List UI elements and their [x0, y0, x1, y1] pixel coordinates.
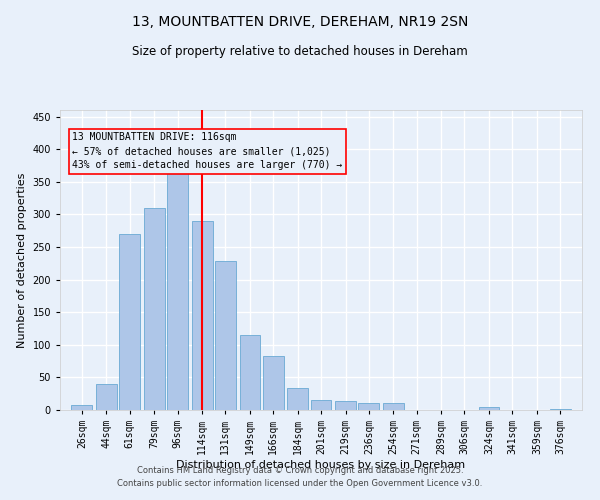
Bar — [479, 408, 499, 410]
Bar — [358, 404, 379, 410]
Bar — [167, 166, 188, 410]
Bar — [287, 388, 308, 410]
Text: 13, MOUNTBATTEN DRIVE, DEREHAM, NR19 2SN: 13, MOUNTBATTEN DRIVE, DEREHAM, NR19 2SN — [132, 15, 468, 29]
Bar — [383, 404, 404, 410]
Text: Contains HM Land Registry data © Crown copyright and database right 2025.
Contai: Contains HM Land Registry data © Crown c… — [118, 466, 482, 487]
Bar — [96, 384, 117, 410]
Bar — [335, 401, 356, 410]
Bar — [192, 221, 212, 410]
Y-axis label: Number of detached properties: Number of detached properties — [17, 172, 27, 348]
Text: 13 MOUNTBATTEN DRIVE: 116sqm
← 57% of detached houses are smaller (1,025)
43% of: 13 MOUNTBATTEN DRIVE: 116sqm ← 57% of de… — [72, 132, 343, 170]
Bar — [550, 408, 571, 410]
Bar — [71, 406, 92, 410]
Bar — [239, 335, 260, 410]
Text: Size of property relative to detached houses in Dereham: Size of property relative to detached ho… — [132, 45, 468, 58]
Bar — [144, 208, 164, 410]
Bar — [119, 234, 140, 410]
Bar — [215, 262, 236, 410]
X-axis label: Distribution of detached houses by size in Dereham: Distribution of detached houses by size … — [176, 460, 466, 470]
Bar — [263, 356, 284, 410]
Bar — [311, 400, 331, 410]
